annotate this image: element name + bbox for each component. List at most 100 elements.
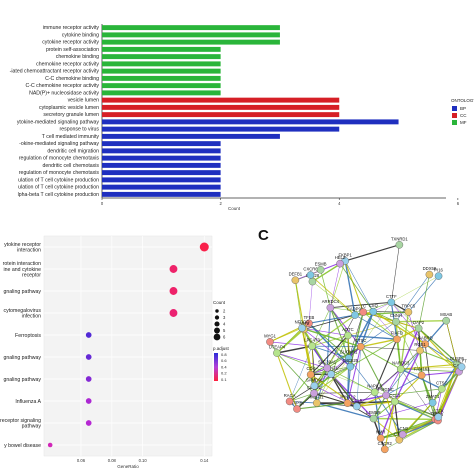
network-edge — [374, 338, 398, 393]
network-edge — [276, 328, 305, 354]
network-node-label: MAP3K — [290, 400, 304, 405]
network-edge — [347, 334, 397, 340]
network-node — [313, 399, 321, 407]
network-node-label: FAM163 — [414, 367, 430, 372]
network-edge — [396, 327, 419, 340]
dot-point — [85, 354, 92, 360]
network-edge — [344, 260, 374, 312]
network-edge — [276, 352, 332, 375]
ontology-legend-swatch — [452, 120, 457, 125]
padjust-color-legend: p.adjust 0.80.60.4 0.20.1 — [213, 346, 230, 382]
network-node-label: TXNRD1 — [391, 236, 408, 241]
network-node — [343, 399, 352, 407]
network-node-label: DEFB1 — [289, 272, 303, 277]
network-node-label: ASF2 — [299, 321, 310, 326]
network-edge — [360, 346, 401, 370]
network-node-label: CCL3 — [389, 393, 400, 398]
network-node — [306, 271, 315, 279]
network-edge — [326, 367, 375, 393]
count-legend-label: 3 — [223, 315, 226, 320]
network-node-label: MEF31 — [310, 395, 324, 400]
network-node — [387, 298, 396, 307]
dot-point — [169, 309, 178, 317]
dot-marks — [47, 242, 209, 448]
network-edge — [372, 418, 386, 450]
count-legend-dot — [213, 333, 221, 341]
network-node — [417, 371, 426, 380]
network-edge — [308, 314, 356, 324]
bar — [102, 97, 340, 103]
network-edge — [437, 364, 458, 418]
network-node — [344, 354, 353, 362]
network-node-label: TC — [360, 304, 366, 309]
network-edge — [396, 339, 402, 370]
network-node — [316, 265, 325, 274]
bar-x-tick-label: 2 — [219, 201, 222, 206]
network-node-label: FKBP1 — [339, 252, 353, 257]
network-edge — [330, 263, 341, 308]
network-edge — [330, 307, 364, 313]
dot-x-ticks: 0.06 0.08 0.10 0.14 — [77, 458, 209, 463]
bar-category-label: cytokine receptor activity — [42, 40, 99, 46]
network-node-label: RGS1 — [414, 342, 426, 347]
network-edge — [395, 321, 422, 376]
bar-category-label: chemokine receptor activity — [36, 61, 99, 67]
ontology-legend-swatch — [452, 106, 457, 111]
bar — [102, 133, 280, 139]
network-edge — [385, 350, 421, 396]
network-edge — [394, 368, 402, 402]
network-edge — [344, 260, 364, 313]
network-node — [376, 434, 385, 442]
network-edge — [374, 350, 421, 393]
network-edge — [311, 307, 331, 347]
network-node-label: RACA — [284, 393, 296, 398]
dot-category-label: gnaling pathway — [4, 289, 42, 295]
bar — [102, 141, 221, 147]
network-edge — [347, 402, 374, 419]
network-edge — [363, 302, 392, 313]
bar-category-label: ulation of T cell cytokine production — [18, 177, 99, 183]
network-edge — [391, 302, 419, 329]
network-edge — [360, 302, 392, 347]
bar — [102, 191, 221, 197]
network-edge — [385, 388, 442, 396]
network-edge — [362, 311, 398, 340]
count-legend-label: 5 — [223, 328, 226, 333]
network-edge — [384, 401, 396, 450]
network-node-label: ARNTL — [324, 366, 338, 371]
network-edge — [419, 350, 423, 376]
bar-category-label: regulation of monocyte chemotaxis — [19, 156, 100, 162]
network-node — [398, 430, 407, 439]
padjust-colorbar — [214, 353, 218, 381]
bar-category-label: lpha-beta T cell cytokine production — [18, 192, 100, 198]
bar-x-ticks: 0 2 4 6 — [101, 198, 460, 206]
dot-point — [85, 332, 92, 338]
bar — [102, 25, 280, 31]
network-node-label: CCL5 — [351, 398, 362, 403]
network-edge — [310, 274, 356, 316]
network-node-label: PI16 — [434, 268, 443, 273]
network-node — [306, 370, 315, 379]
network-node — [421, 340, 429, 348]
network-edge — [391, 275, 439, 303]
network-edge — [380, 416, 439, 439]
bar-category-label: ytokine-mediated signaling pathway — [17, 119, 100, 125]
network-edge — [421, 371, 460, 376]
bar-category-label: secretory granule lumen — [43, 112, 99, 118]
network-edge — [360, 321, 397, 347]
panel-c-label: C — [258, 227, 269, 244]
kegg-dot-plot: ytokine receptor interaction rotein intera… — [0, 235, 230, 469]
bar — [102, 54, 221, 60]
network-edge — [308, 281, 313, 324]
dot-point — [85, 420, 92, 426]
network-edge — [400, 363, 458, 370]
count-legend-label: 2 — [223, 309, 226, 314]
bar — [102, 155, 221, 161]
network-node — [344, 331, 352, 340]
bar-category-label: -iated chemoattractant receptor activity — [10, 69, 100, 75]
network-node-label: ADTC — [342, 327, 353, 332]
network-edge — [296, 402, 348, 410]
dot-category-label: Ferroptosis — [15, 333, 41, 339]
ontology-legend-title: ONTOLOGY — [451, 98, 474, 103]
network-node-label: MSAB — [440, 312, 452, 317]
